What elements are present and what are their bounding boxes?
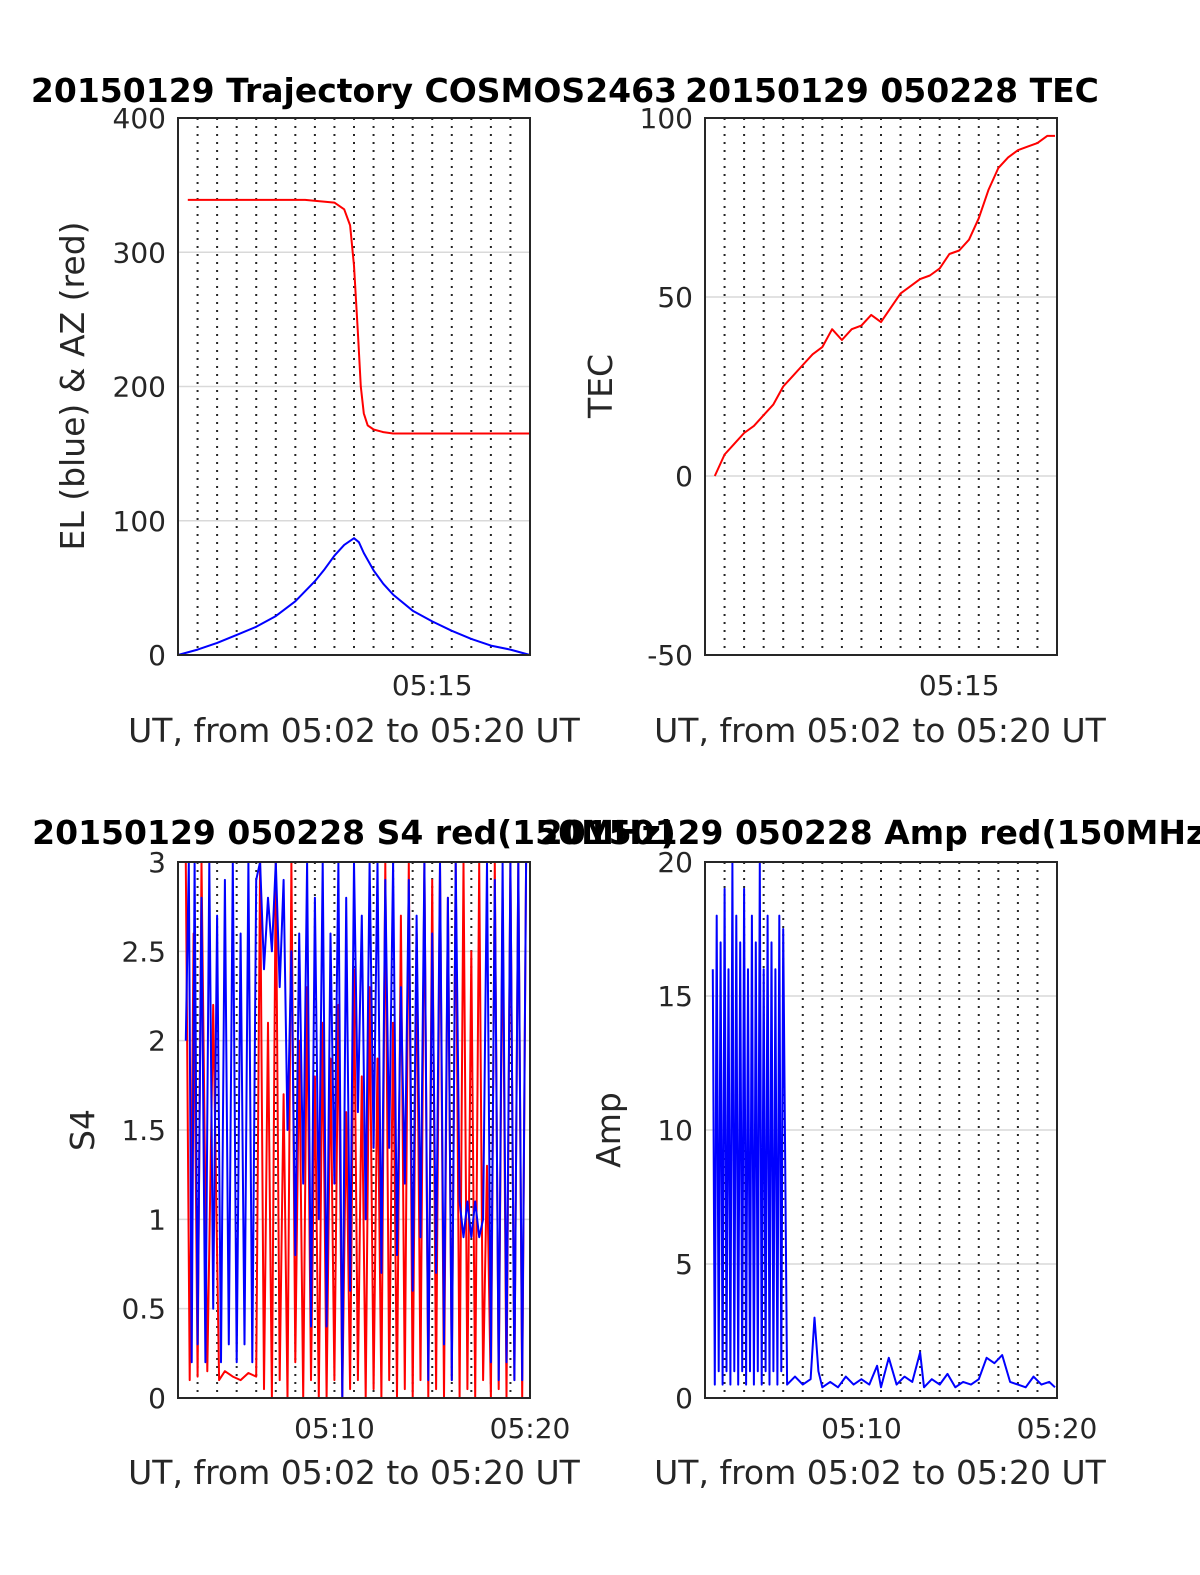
x-axis-label: UT, from 05:02 to 05:20 UT bbox=[128, 711, 581, 750]
chart-title: 20150129 050228 S4 red(150MHz) bbox=[32, 813, 676, 852]
x-tick-labels: 05:10 05:20 bbox=[821, 1412, 1097, 1445]
y-tick-label: 0 bbox=[148, 1382, 166, 1415]
series-line bbox=[713, 134, 1055, 477]
series-line bbox=[177, 537, 531, 656]
y-tick-label: 1.5 bbox=[121, 1114, 166, 1147]
y-tick-label: 50 bbox=[657, 281, 693, 314]
y-tick-label: 3 bbox=[148, 846, 166, 879]
y-tick-label: 200 bbox=[113, 371, 166, 404]
y-tick-label: 20 bbox=[657, 846, 693, 879]
vertical-gridlines bbox=[196, 118, 512, 655]
y-tick-label: 10 bbox=[657, 1114, 693, 1147]
series-layer bbox=[711, 861, 1056, 1389]
y-tick-label: 1 bbox=[148, 1203, 166, 1236]
s4-panel: 0 0.5 1 1.5 2 2.5 3 05:10 05:20 20150129 050228… bbox=[32, 813, 676, 1492]
chart-title: 20150129 050228 Amp red(150MHz) bbox=[540, 813, 1200, 852]
plot-frame bbox=[704, 117, 1058, 656]
plot-frame bbox=[177, 117, 531, 656]
x-tick-labels: 05:15 bbox=[919, 669, 1000, 702]
amp-panel: 0 5 10 15 20 05:10 05:20 20150129 050228 Amp … bbox=[540, 813, 1200, 1492]
x-tick-labels: 05:10 05:20 bbox=[294, 1412, 570, 1445]
y-axis-label: S4 bbox=[63, 1109, 102, 1151]
x-axis-label: UT, from 05:02 to 05:20 UT bbox=[654, 1453, 1107, 1492]
y-tick-label: 15 bbox=[657, 980, 693, 1013]
x-tick-label: 05:10 bbox=[294, 1412, 375, 1445]
x-tick-label: 05:20 bbox=[1017, 1412, 1098, 1445]
chart-title: 20150129 050228 TEC bbox=[685, 71, 1099, 110]
y-tick-label: 300 bbox=[113, 236, 166, 269]
y-tick-label: 5 bbox=[675, 1248, 693, 1281]
plot-frame bbox=[704, 861, 1058, 1399]
y-axis-label: EL (blue) & AZ (red) bbox=[53, 221, 92, 550]
y-tick-labels: 0 100 200 300 400 bbox=[113, 102, 166, 672]
y-tick-label: 0.5 bbox=[121, 1293, 166, 1326]
y-tick-label: 400 bbox=[113, 102, 166, 135]
y-tick-label: 0 bbox=[148, 639, 166, 672]
y-tick-label: 2.5 bbox=[121, 935, 166, 968]
trajectory-panel: 0 100 200 300 400 05:15 20150129 Trajectory … bbox=[31, 71, 677, 750]
y-axis-label: Amp bbox=[589, 1092, 628, 1168]
y-tick-label: 2 bbox=[148, 1025, 166, 1058]
x-tick-label: 05:20 bbox=[490, 1412, 571, 1445]
y-tick-label: 100 bbox=[113, 505, 166, 538]
tec-panel: -50 0 50 100 05:15 20150129 050228 TEC UT, … bbox=[581, 71, 1107, 750]
y-tick-label: -50 bbox=[647, 639, 693, 672]
series-layer bbox=[177, 198, 531, 656]
x-tick-label: 05:15 bbox=[919, 669, 1000, 702]
y-tick-label: 100 bbox=[640, 102, 693, 135]
series-line bbox=[187, 198, 530, 435]
x-axis-label: UT, from 05:02 to 05:20 UT bbox=[128, 1453, 581, 1492]
x-tick-label: 05:15 bbox=[392, 669, 473, 702]
series-layer bbox=[713, 134, 1055, 477]
y-tick-labels: 0 5 10 15 20 bbox=[657, 846, 693, 1415]
series-line bbox=[711, 861, 1056, 1389]
x-tick-label: 05:10 bbox=[821, 1412, 902, 1445]
plot-frame bbox=[177, 861, 531, 1399]
vertical-gridlines bbox=[723, 118, 1039, 655]
y-tick-label: 0 bbox=[675, 460, 693, 493]
chart-title: 20150129 Trajectory COSMOS2463 bbox=[31, 71, 677, 110]
x-axis-label: UT, from 05:02 to 05:20 UT bbox=[654, 711, 1107, 750]
y-axis-label: TEC bbox=[581, 354, 620, 419]
x-tick-labels: 05:15 bbox=[392, 669, 473, 702]
series-line bbox=[184, 861, 528, 1399]
y-tick-label: 0 bbox=[675, 1382, 693, 1415]
y-tick-labels: -50 0 50 100 bbox=[640, 102, 693, 672]
y-tick-labels: 0 0.5 1 1.5 2 2.5 3 bbox=[121, 846, 166, 1415]
